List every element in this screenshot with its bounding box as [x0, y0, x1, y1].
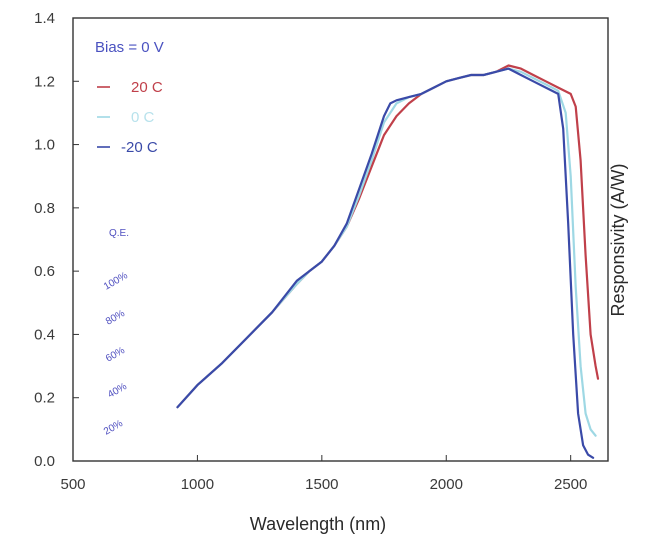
y-tick-label: 0.6 — [34, 263, 55, 280]
x-tick-label: 500 — [60, 476, 85, 493]
y-tick-label: 0.2 — [34, 390, 55, 407]
y-tick-label: 1.2 — [34, 73, 55, 90]
x-axis-label: Wavelength (nm) — [250, 514, 386, 534]
x-axis-ticks: 500 1000 1500 2000 2500 — [60, 455, 587, 493]
legend-label: 0 C — [131, 109, 155, 126]
legend-label: -20 C — [121, 139, 158, 156]
qe-label: 80% — [104, 308, 127, 328]
legend-items: 20 C 0 C -20 C — [97, 79, 163, 156]
y-tick-label: 1.0 — [34, 137, 55, 154]
qe-label: 40% — [106, 381, 129, 401]
x-tick-label: 2500 — [554, 476, 587, 493]
qe-label: 20% — [102, 418, 125, 438]
y-tick-label: 1.4 — [34, 10, 55, 27]
x-tick-label: 2000 — [430, 476, 463, 493]
qe-labels: 100% 80% 60% 40% 20% — [102, 270, 130, 437]
legend-label: 20 C — [131, 79, 163, 96]
y-tick-label: 0.4 — [34, 326, 55, 343]
legend: Bias = 0 V 20 C 0 C -20 C — [95, 39, 164, 156]
qe-title: Q.E. — [109, 228, 129, 239]
qe-annotation: Q.E. 100% 80% 60% 40% 20% — [102, 228, 130, 438]
x-tick-label: 1000 — [181, 476, 214, 493]
series-layer — [176, 64, 600, 459]
plot-frame — [72, 17, 609, 462]
y-axis-label: Responsivity (A/W) — [608, 163, 628, 316]
qe-label: 60% — [104, 345, 127, 365]
legend-title: Bias = 0 V — [95, 39, 164, 56]
y-tick-label: 0.8 — [34, 200, 55, 217]
series-line-2 — [176, 67, 595, 459]
y-tick-label: 0.0 — [34, 453, 55, 470]
qe-label: 100% — [102, 270, 130, 292]
series-line-1 — [176, 67, 597, 437]
y-axis-ticks: 0.0 0.2 0.4 0.6 0.8 1.0 1.2 1.4 — [34, 10, 79, 470]
x-tick-label: 1500 — [305, 476, 338, 493]
